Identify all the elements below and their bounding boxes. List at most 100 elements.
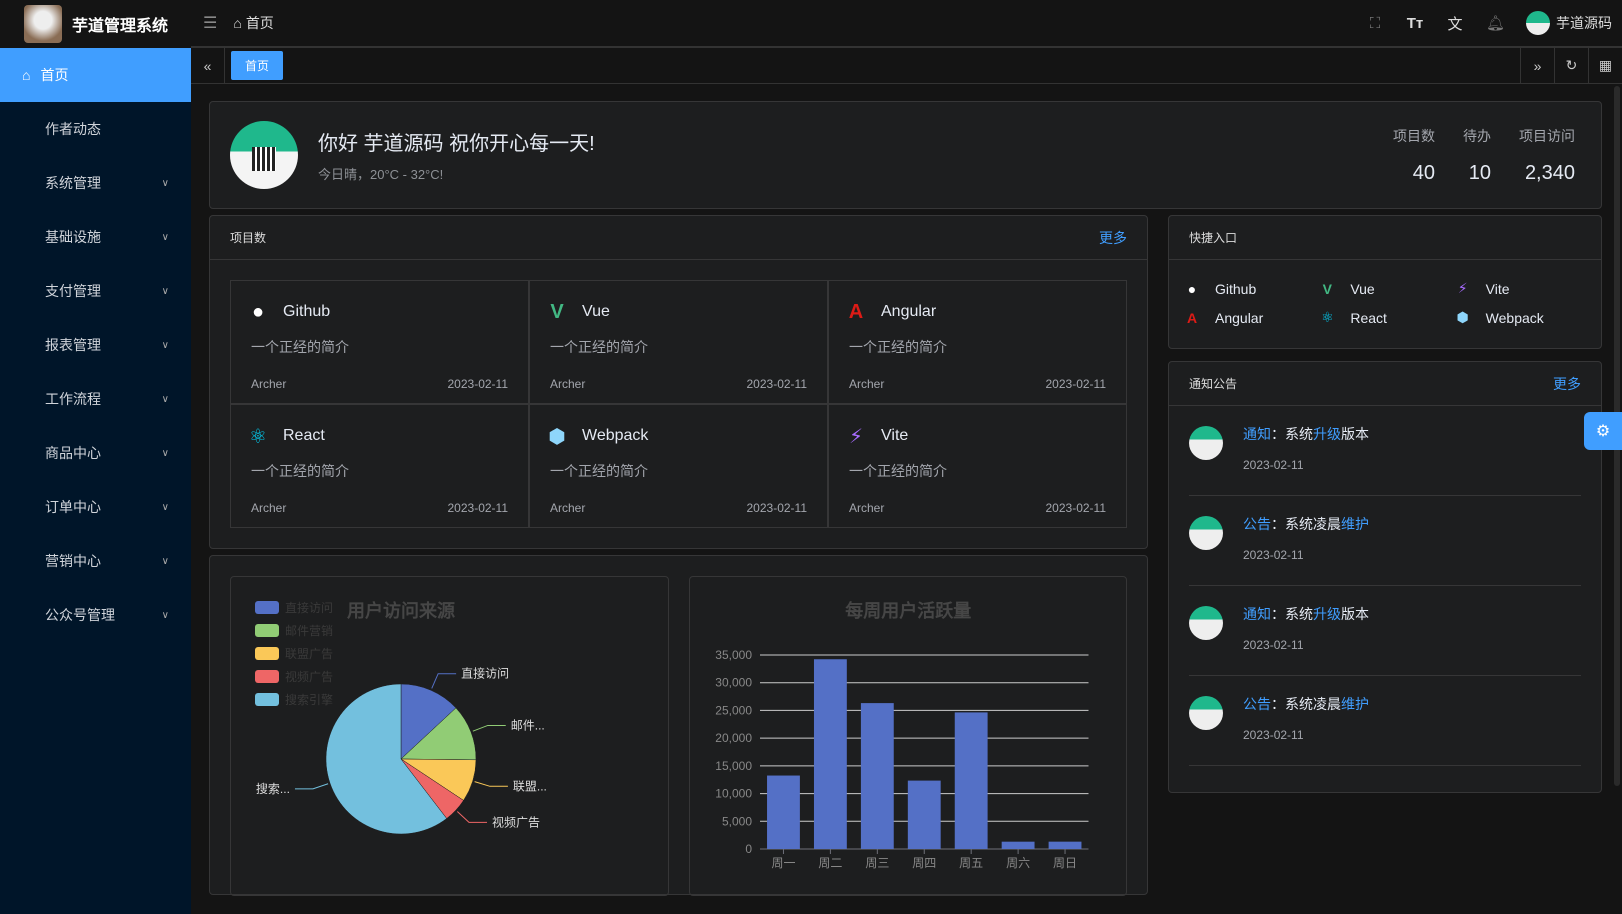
quick-entry-label: Angular <box>1215 309 1264 326</box>
legend-swatch <box>255 670 279 683</box>
settings-gear-button[interactable]: ⚙ <box>1584 412 1622 450</box>
project-card[interactable]: ⚛ React 一个正经的简介 Archer 2023-02-11 <box>230 404 529 528</box>
separator: ： <box>1271 516 1285 532</box>
chevron-down-icon: ∨ <box>161 609 169 621</box>
notice-item[interactable]: 通知：系统升级版本 2023-02-11 <box>1189 586 1581 676</box>
label-line <box>472 724 506 732</box>
sidebar-item-label: 支付管理 <box>45 283 101 299</box>
x-tick-label: 周四 <box>912 856 936 870</box>
project-author: Archer <box>849 501 885 515</box>
angular-icon: A <box>848 300 864 323</box>
stat-item: 项目访问 2,340 <box>1491 126 1575 185</box>
project-date: 2023-02-11 <box>1045 501 1107 515</box>
sidebar-item[interactable]: 作者动态 <box>0 102 191 156</box>
font-size-icon[interactable]: Tт <box>1406 14 1424 32</box>
sidebar-item[interactable]: 公众号管理 ∨ <box>0 588 191 642</box>
translate-icon[interactable]: 文 <box>1447 15 1463 33</box>
stat-item: 待办 10 <box>1435 126 1491 185</box>
project-card[interactable]: ⬢ Webpack 一个正经的简介 Archer 2023-02-11 <box>529 404 828 528</box>
chart-title: 每周用户活跃量 <box>845 600 971 621</box>
sidebar-item[interactable]: 工作流程 ∨ <box>0 372 191 426</box>
slice-label: 直接访问 <box>461 666 509 681</box>
sidebar-item-label: 公众号管理 <box>45 607 115 623</box>
x-tick-label: 周五 <box>959 856 983 870</box>
breadcrumb[interactable]: ⌂ 首页 <box>233 13 273 33</box>
sidebar-item-label: 基础设施 <box>45 229 101 245</box>
logo[interactable]: 芋道管理系统 <box>0 0 191 48</box>
user-menu[interactable]: 芋道源码 <box>1526 11 1612 35</box>
refresh-button[interactable]: ↻ <box>1554 47 1588 84</box>
project-card[interactable]: V Vue 一个正经的简介 Archer 2023-02-11 <box>529 280 828 404</box>
quick-entry-item[interactable]: A Angular <box>1183 309 1318 326</box>
notice-date: 2023-02-11 <box>1243 548 1304 562</box>
notice-item[interactable]: 通知：系统升级版本 2023-02-11 <box>1189 406 1581 496</box>
stat-label: 项目访问 <box>1519 127 1575 144</box>
sidebar: 芋道管理系统 ⌂ 首页 作者动态 系统管理 ∨ 基础设施 ∨ 支付管理 ∨ 报表管理 ∨ 工作流程 ∨ 商… <box>0 0 191 914</box>
quick-entry-item[interactable]: V Vue <box>1318 280 1453 297</box>
notice-type: 公告 <box>1243 516 1271 532</box>
stat-label: 项目数 <box>1393 127 1435 144</box>
scroll-right-button[interactable]: » <box>1520 47 1554 84</box>
greeting: 你好 芋道源码 祝你开心每一天! <box>318 133 595 155</box>
quick-entry-item[interactable]: ⚡ Vite <box>1454 280 1589 297</box>
quick-entry-item[interactable]: ● Github <box>1183 280 1318 297</box>
y-tick-label: 30,000 <box>715 676 752 690</box>
project-date: 2023-02-11 <box>746 377 808 391</box>
project-desc: 一个正经的简介 <box>550 463 648 479</box>
scroll-left-button[interactable]: « <box>191 47 225 84</box>
project-author: Archer <box>251 377 287 391</box>
vue-icon: V <box>550 300 564 323</box>
x-tick-label: 周二 <box>818 856 842 870</box>
menu-toggle-icon[interactable]: ☰ <box>203 15 218 32</box>
main-content: 你好 芋道源码 祝你开心每一天! 今日晴，20°C - 32°C! 项目数 40 待… <box>191 84 1622 914</box>
fullscreen-icon[interactable]: ⛶ <box>1369 14 1381 32</box>
sidebar-item[interactable]: 报表管理 ∨ <box>0 318 191 372</box>
tab-home[interactable]: 首页 <box>231 51 284 80</box>
label-line <box>474 781 508 787</box>
avatar <box>1189 606 1223 640</box>
notice-more-link[interactable]: 更多 <box>1553 375 1581 392</box>
stat-label: 待办 <box>1463 127 1491 144</box>
chevron-down-icon: ∨ <box>161 447 169 459</box>
slice-label: 联盟... <box>513 779 547 793</box>
stat-item: 项目数 40 <box>1365 126 1435 185</box>
sidebar-item[interactable]: 系统管理 ∨ <box>0 156 191 210</box>
notice-item[interactable]: 公告：系统凌晨维护 2023-02-11 <box>1189 676 1581 766</box>
project-card[interactable]: A Angular 一个正经的简介 Archer 2023-02-11 <box>828 280 1127 404</box>
chevron-down-icon: ∨ <box>161 501 169 513</box>
projects-card: 项目数 更多 ● Github 一个正经的简介 Archer 2023-02-11 V Vue… <box>209 215 1148 549</box>
vite-icon: ⚡ <box>848 425 864 448</box>
bar <box>1001 841 1035 849</box>
bell-icon[interactable]: 🔔︎ <box>1486 15 1506 32</box>
header: ☰ ⌂ 首页 ⛶ Tт 文 🔔︎ 芋道源码 <box>191 0 1622 48</box>
notice-text: 系统 <box>1285 426 1313 442</box>
legend-label: 直接访问 <box>285 600 333 615</box>
quick-entry-item[interactable]: ⬢ Webpack <box>1454 309 1589 326</box>
sidebar-item[interactable]: 商品中心 ∨ <box>0 426 191 480</box>
project-card[interactable]: ⚡ Vite 一个正经的简介 Archer 2023-02-11 <box>828 404 1127 528</box>
projects-more-link[interactable]: 更多 <box>1099 229 1127 246</box>
bar <box>766 775 800 849</box>
sidebar-item[interactable]: 基础设施 ∨ <box>0 210 191 264</box>
sidebar-item[interactable]: 订单中心 ∨ <box>0 480 191 534</box>
tab-menu-button[interactable]: ▦ <box>1588 47 1622 84</box>
notice-date: 2023-02-11 <box>1243 728 1304 742</box>
bar <box>1048 841 1081 849</box>
sidebar-item-label: 工作流程 <box>45 391 101 407</box>
quick-entry-label: Webpack <box>1485 309 1544 326</box>
charts-card: 用户访问来源 直接访问 邮件营销 联盟广告 视频广告 搜索引擎 直接访问 邮件... 联盟...… <box>209 555 1148 896</box>
chevron-down-icon: ∨ <box>161 555 169 567</box>
quick-entry-item[interactable]: ⚛ React <box>1318 309 1453 326</box>
notice-highlight: 升级 <box>1313 426 1341 442</box>
welcome-card: 你好 芋道源码 祝你开心每一天! 今日晴，20°C - 32°C! 项目数 40 待… <box>209 101 1602 209</box>
notice-type: 通知 <box>1243 606 1271 622</box>
sidebar-item[interactable]: 支付管理 ∨ <box>0 264 191 318</box>
sidebar-item[interactable]: 营销中心 ∨ <box>0 534 191 588</box>
sidebar-item[interactable]: ⌂ 首页 <box>0 48 191 102</box>
avatar <box>1189 426 1223 460</box>
project-date: 2023-02-11 <box>447 377 509 391</box>
notice-item[interactable]: 公告：系统凌晨维护 2023-02-11 <box>1189 496 1581 586</box>
breadcrumb-item: 首页 <box>245 15 274 31</box>
notice-text: 系统 <box>1285 606 1313 622</box>
project-card[interactable]: ● Github 一个正经的简介 Archer 2023-02-11 <box>230 280 529 404</box>
